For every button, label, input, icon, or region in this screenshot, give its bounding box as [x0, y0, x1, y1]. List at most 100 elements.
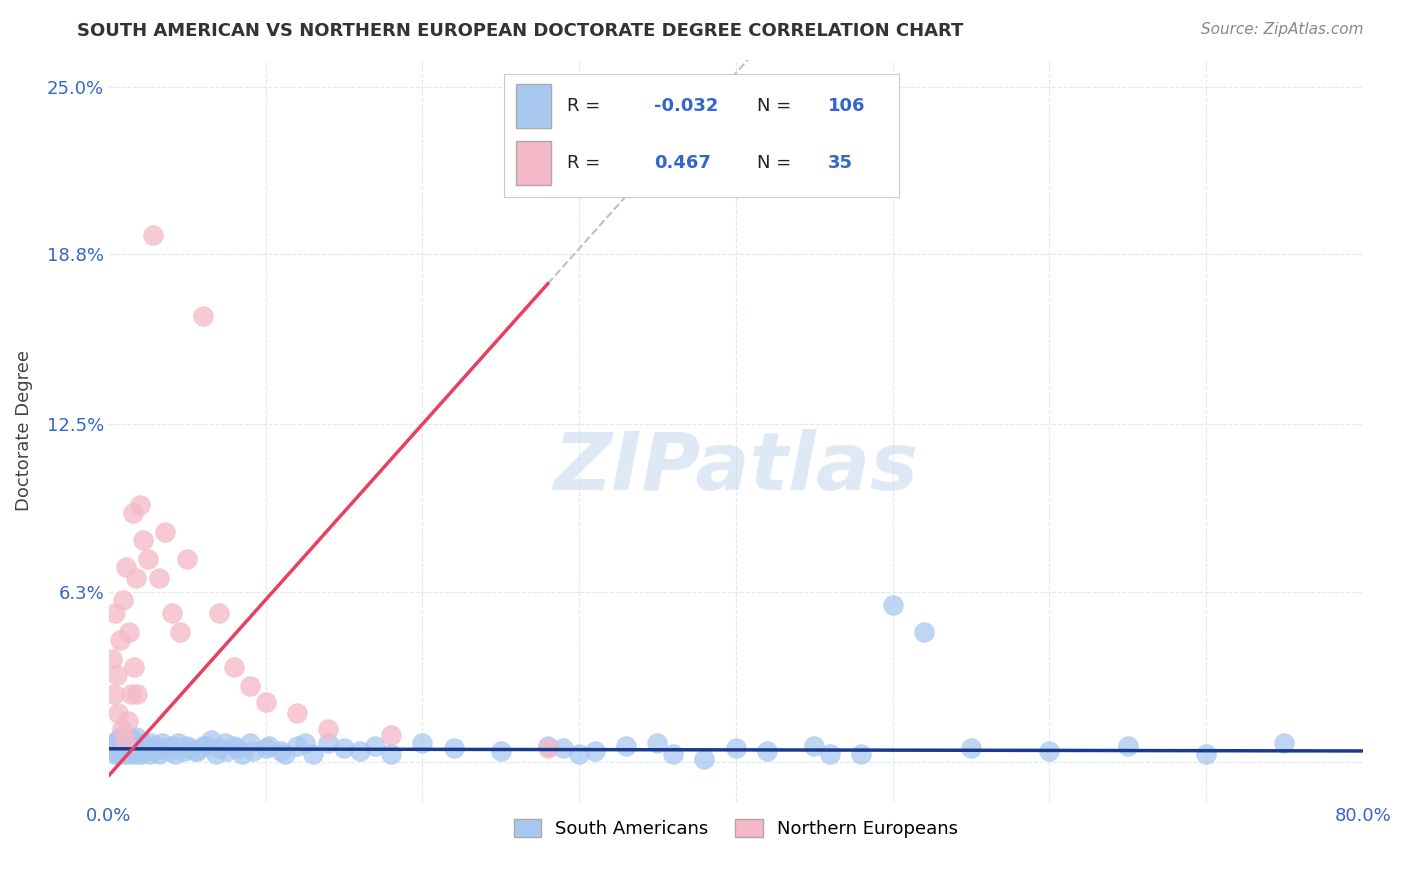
Point	[568, 747, 591, 761]
Y-axis label: Doctorate Degree: Doctorate Degree	[15, 351, 32, 511]
Text: Source: ZipAtlas.com: Source: ZipAtlas.com	[1201, 22, 1364, 37]
Point	[349, 744, 371, 758]
Point	[294, 736, 316, 750]
Point	[120, 739, 142, 753]
Point	[170, 741, 193, 756]
Point	[128, 744, 150, 758]
Point	[285, 706, 308, 720]
Point	[107, 744, 129, 758]
Point	[117, 747, 139, 761]
Point	[224, 660, 246, 674]
Point	[108, 731, 131, 745]
Point	[155, 525, 177, 540]
Point	[270, 744, 292, 758]
Point	[1272, 736, 1295, 750]
Point	[107, 733, 129, 747]
Point	[139, 747, 162, 761]
Point	[114, 741, 136, 756]
Point	[135, 744, 157, 758]
Point	[132, 533, 155, 548]
Point	[136, 739, 159, 753]
Point	[107, 706, 129, 720]
Point	[117, 714, 139, 729]
Point	[176, 552, 198, 566]
Point	[818, 747, 841, 761]
Point	[208, 741, 231, 756]
Point	[195, 739, 218, 753]
Point	[118, 731, 141, 745]
Point	[647, 736, 669, 750]
Point	[104, 747, 127, 761]
Point	[489, 744, 512, 758]
Point	[134, 741, 156, 756]
Point	[121, 506, 143, 520]
Point	[583, 744, 606, 758]
Point	[231, 747, 253, 761]
Point	[443, 741, 465, 756]
Point	[239, 736, 262, 750]
Point	[110, 723, 132, 737]
Point	[122, 660, 145, 674]
Point	[115, 739, 138, 753]
Point	[118, 625, 141, 640]
Legend: South Americans, Northern Europeans: South Americans, Northern Europeans	[506, 812, 966, 846]
Point	[122, 736, 145, 750]
Point	[129, 739, 152, 753]
Point	[155, 741, 177, 756]
Point	[176, 739, 198, 753]
Point	[108, 633, 131, 648]
Point	[112, 736, 135, 750]
Point	[1195, 747, 1218, 761]
Point	[105, 747, 128, 761]
Point	[115, 560, 138, 574]
Point	[118, 741, 141, 756]
Point	[120, 687, 142, 701]
Point	[103, 744, 125, 758]
Point	[108, 741, 131, 756]
Point	[141, 736, 163, 750]
Point	[380, 747, 402, 761]
Point	[285, 739, 308, 753]
Point	[148, 747, 170, 761]
Point	[186, 744, 208, 758]
Point	[128, 741, 150, 756]
Point	[849, 747, 872, 761]
Text: SOUTH AMERICAN VS NORTHERN EUROPEAN DOCTORATE DEGREE CORRELATION CHART: SOUTH AMERICAN VS NORTHERN EUROPEAN DOCT…	[77, 22, 963, 40]
Point	[110, 739, 132, 753]
Point	[184, 744, 207, 758]
Point	[124, 731, 146, 745]
Point	[114, 733, 136, 747]
Point	[254, 741, 277, 756]
Point	[148, 571, 170, 585]
Point	[318, 723, 340, 737]
Point	[226, 741, 249, 756]
Point	[960, 741, 983, 756]
Point	[693, 752, 716, 766]
Point	[912, 625, 935, 640]
Point	[136, 552, 159, 566]
Point	[160, 739, 183, 753]
Point	[160, 606, 183, 620]
Point	[167, 736, 190, 750]
Point	[132, 736, 155, 750]
Point	[273, 747, 295, 761]
Point	[124, 571, 146, 585]
Point	[239, 679, 262, 693]
Point	[364, 739, 387, 753]
Point	[129, 498, 152, 512]
Point	[301, 747, 323, 761]
Point	[380, 728, 402, 742]
Point	[724, 741, 747, 756]
Point	[1038, 744, 1060, 758]
Point	[614, 739, 637, 753]
Point	[662, 747, 685, 761]
Point	[122, 744, 145, 758]
Point	[803, 739, 825, 753]
Point	[411, 736, 433, 750]
Point	[537, 739, 560, 753]
Point	[537, 741, 560, 756]
Point	[103, 687, 125, 701]
Point	[191, 739, 214, 753]
Point	[142, 741, 165, 756]
Point	[318, 736, 340, 750]
